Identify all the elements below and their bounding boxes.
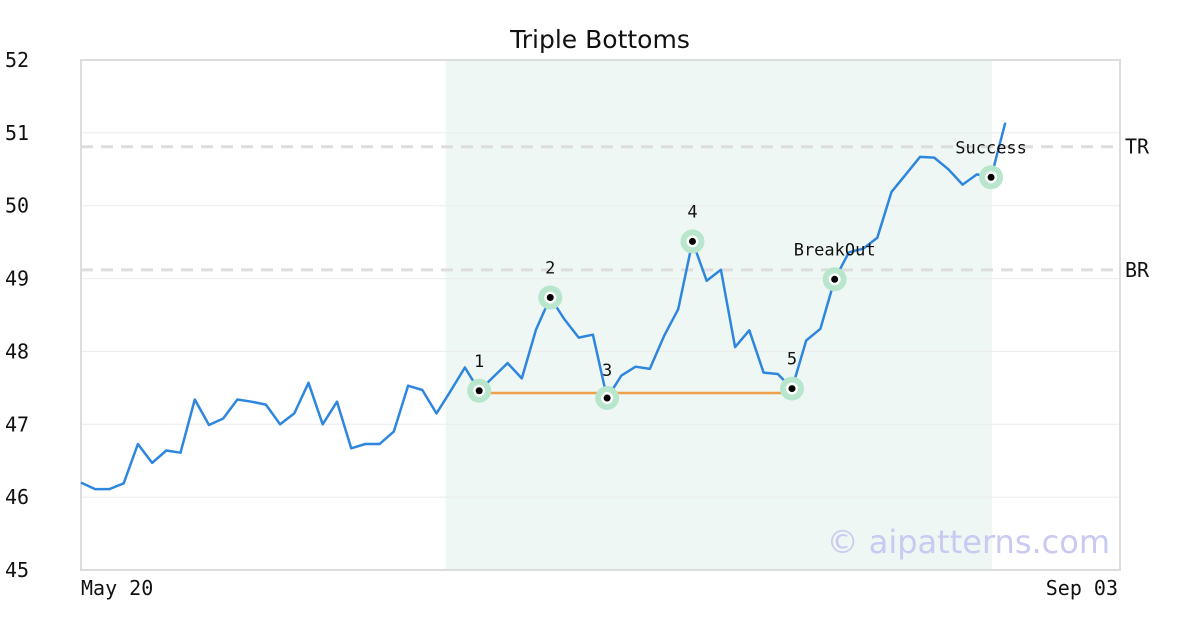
point-marker-dot (546, 294, 554, 302)
point-label: 3 (602, 361, 612, 381)
point-marker-dot (987, 173, 995, 181)
y-axis-ticks: 45 46 47 48 49 50 51 52 (5, 48, 29, 582)
y-tick-label: 47 (5, 412, 29, 436)
y-tick-label: 45 (5, 558, 29, 582)
y-tick-label: 48 (5, 339, 29, 363)
plot-frame (80, 59, 1121, 571)
point-label: BreakOut (794, 240, 876, 260)
y-tick-label: 49 (5, 267, 29, 291)
point-marker-dot (831, 275, 839, 283)
x-tick-end: Sep 03 (1046, 576, 1118, 600)
reference-line-label: TR (1125, 135, 1150, 159)
point-label: 1 (474, 352, 484, 372)
point-label: 5 (787, 350, 797, 370)
watermark: © aipatterns.com (827, 523, 1110, 561)
grid-layer (81, 132, 1120, 498)
y-tick-label: 46 (5, 485, 29, 509)
series-layer (80, 122, 1007, 491)
point-marker-dot (475, 387, 483, 395)
y-tick-label: 52 (5, 48, 29, 72)
reference-line-layer: TR BR (81, 135, 1150, 395)
y-tick-label: 51 (5, 121, 29, 145)
point-marker-dot (603, 394, 611, 402)
pattern-point-layer: 1 2 3 4 5 BreakOut Success (467, 138, 1027, 411)
x-tick-start: May 20 (81, 576, 153, 600)
point-marker-dot (688, 237, 696, 245)
point-label: 4 (687, 202, 697, 222)
price-line (80, 122, 1007, 491)
point-marker-dot (788, 385, 796, 393)
chart-title: Triple Bottoms (509, 25, 690, 54)
point-label: Success (955, 138, 1027, 158)
highlight-region-layer (445, 60, 993, 570)
y-tick-label: 50 (5, 194, 29, 218)
highlight-region (445, 60, 993, 570)
reference-line-label: BR (1125, 258, 1150, 282)
point-label: 2 (545, 259, 555, 279)
